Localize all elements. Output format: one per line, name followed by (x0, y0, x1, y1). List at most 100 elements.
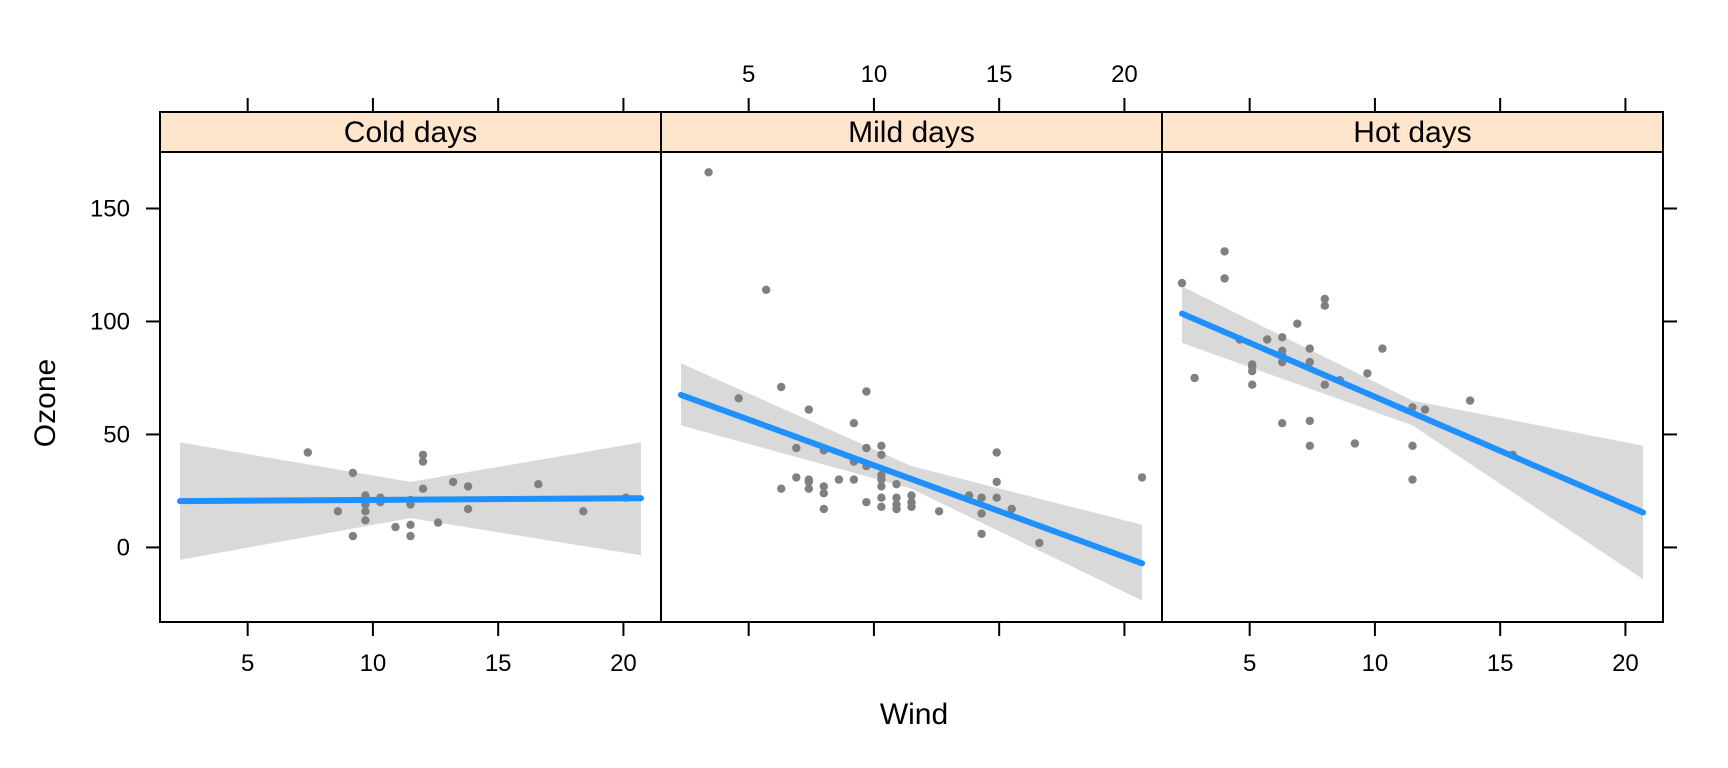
data-point (406, 531, 415, 541)
data-point (819, 504, 828, 514)
data-point (1293, 319, 1302, 328)
panel-frames: Cold days Mild days Hot days (159, 111, 1664, 623)
data-point (1420, 405, 1430, 414)
data-point (1305, 357, 1315, 367)
panel-title: Hot days (1353, 116, 1471, 149)
data-point (1320, 294, 1330, 304)
data-point (877, 502, 886, 511)
data-point (977, 509, 986, 518)
y-tick-label: 150 (90, 195, 130, 222)
data-point (792, 473, 801, 482)
regression-lines (177, 310, 1646, 567)
data-point (348, 468, 358, 478)
panel-strip (1161, 111, 1664, 153)
x-tick-label-bottom: 5 (241, 650, 254, 677)
data-point (877, 450, 886, 459)
y-axis-title: Ozone (29, 359, 62, 447)
data-point (992, 477, 1001, 487)
data-point (777, 484, 786, 493)
data-point (463, 504, 473, 514)
data-point (819, 489, 828, 498)
data-point (1220, 247, 1229, 256)
data-point (934, 507, 944, 516)
data-point (704, 168, 713, 177)
data-point (1263, 335, 1272, 344)
confidence-bands (180, 286, 1643, 601)
data-point (877, 475, 886, 484)
x-tick-label-bottom: 15 (1487, 650, 1514, 677)
data-point (1190, 373, 1199, 383)
x-tick-label-top: 20 (1111, 61, 1138, 88)
data-point (1248, 367, 1257, 376)
data-point (418, 457, 428, 466)
data-point (348, 531, 358, 541)
y-tick-label: 0 (117, 534, 130, 561)
data-point (1305, 344, 1315, 353)
data-point (1408, 441, 1417, 450)
data-point (834, 475, 844, 484)
data-point (433, 518, 443, 527)
data-point (849, 419, 859, 428)
data-point (1408, 475, 1417, 484)
data-point (463, 482, 473, 491)
data-point (418, 484, 428, 493)
x-tick-label-bottom: 15 (485, 650, 512, 677)
data-point (1278, 419, 1287, 428)
data-point (877, 441, 886, 450)
x-tick-label-top: 15 (986, 61, 1013, 88)
data-point (1035, 538, 1044, 548)
data-point (734, 394, 743, 403)
data-point (1278, 333, 1287, 342)
data-point (361, 507, 370, 516)
data-point (892, 480, 901, 489)
data-point (804, 477, 813, 487)
data-point (1465, 396, 1475, 405)
data-point (391, 522, 400, 532)
x-tick-label-bottom: 10 (360, 650, 387, 677)
data-point (579, 507, 588, 516)
data-point (1177, 278, 1187, 288)
x-tick-label-bottom: 20 (1612, 650, 1639, 677)
data-point (892, 493, 901, 502)
data-point (862, 443, 871, 453)
data-point (1305, 441, 1315, 450)
data-point (303, 448, 312, 457)
x-axis-title: Wind (880, 698, 948, 731)
data-point (862, 387, 871, 396)
panel-title: Cold days (344, 116, 477, 149)
data-point (804, 484, 813, 493)
data-point (448, 477, 458, 487)
data-point (849, 475, 859, 484)
y-tick-label: 100 (90, 308, 130, 335)
data-point (1320, 380, 1330, 389)
data-point (819, 482, 828, 491)
y-tick-label: 50 (103, 421, 130, 448)
data-point (1220, 274, 1229, 283)
data-point (777, 382, 786, 392)
data-point (361, 516, 370, 525)
data-point (862, 498, 871, 507)
data-point (762, 285, 771, 294)
axis-ticks: 5 10 15 20 5 10 15 20 5 10 15 20 0 50 100 150 (90, 61, 1677, 677)
x-tick-label-bottom: 5 (1243, 650, 1256, 677)
data-point (333, 507, 343, 516)
data-point (1363, 369, 1372, 378)
data-point (977, 493, 986, 502)
data-point (1350, 439, 1360, 448)
data-point (892, 504, 901, 514)
panel-title: Mild days (848, 116, 975, 149)
panel-frame (1161, 151, 1664, 623)
x-tick-label-top: 10 (861, 61, 888, 88)
data-point (1137, 473, 1147, 482)
x-tick-label-bottom: 20 (610, 650, 637, 677)
data-point (1248, 380, 1257, 389)
data-point (792, 443, 801, 453)
confidence-band (1182, 286, 1643, 580)
panel-frame (159, 151, 662, 623)
regression-line (177, 495, 644, 505)
data-point (877, 482, 886, 491)
data-point (534, 480, 543, 489)
data-point (977, 529, 986, 539)
data-point (1007, 504, 1016, 514)
